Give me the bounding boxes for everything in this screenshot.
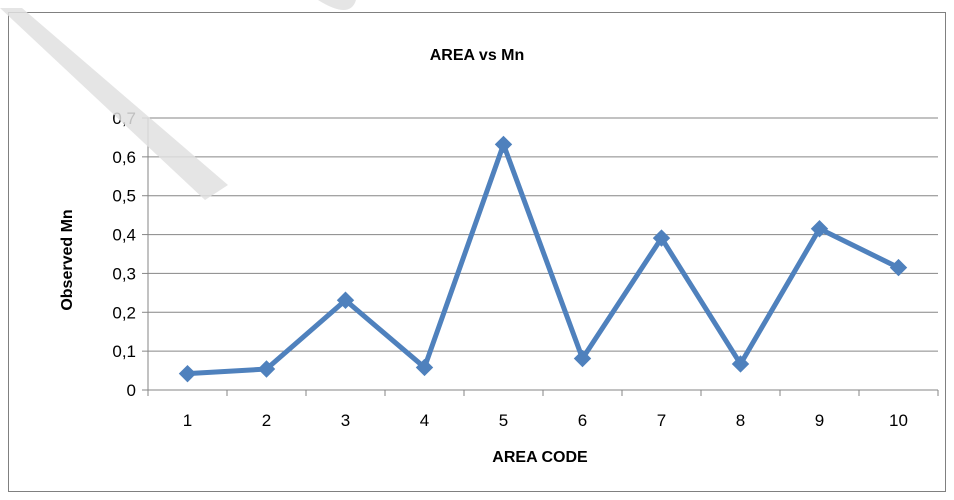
y-tick-label: 0,6 <box>112 148 136 167</box>
data-point-marker <box>257 360 276 378</box>
x-tick-label: 3 <box>341 411 350 430</box>
y-tick-label: 0,7 <box>112 109 136 128</box>
data-point-marker <box>178 364 197 383</box>
y-axis-title: Observed Mn <box>59 209 76 310</box>
y-tick-label: 0 <box>127 381 136 400</box>
data-point-marker <box>494 135 513 154</box>
data-point-marker <box>336 291 355 309</box>
data-point-marker <box>731 355 750 373</box>
x-tick-label: 10 <box>889 411 908 430</box>
x-tick-label: 9 <box>815 411 824 430</box>
chart-title: AREA vs Mn <box>430 47 525 64</box>
y-tick-label: 0,5 <box>112 187 136 206</box>
gridlines <box>148 117 938 352</box>
x-tick-label: 4 <box>420 411 429 430</box>
x-axis: 1 2 3 4 5 6 7 8 9 10 <box>147 389 939 430</box>
x-tick-label: 8 <box>736 411 745 430</box>
x-tick-label: 7 <box>657 411 666 430</box>
data-point-marker <box>415 358 434 377</box>
y-tick-label: 0,1 <box>112 342 136 361</box>
data-point-marker <box>810 220 829 238</box>
y-tick-label: 0,2 <box>112 303 136 322</box>
y-tick-label: 0,4 <box>112 226 136 245</box>
x-tick-label: 1 <box>183 411 192 430</box>
x-tick-label: 2 <box>262 411 271 430</box>
y-axis: 0 0,1 0,2 0,3 0,4 0,5 0,6 0,7 <box>112 109 149 400</box>
x-tick-label: 5 <box>499 411 508 430</box>
x-tick-label: 6 <box>578 411 587 430</box>
y-tick-label: 0,3 <box>112 264 136 283</box>
data-point-marker <box>889 258 908 277</box>
series-layer <box>178 135 908 383</box>
x-axis-title: AREA CODE <box>492 449 588 466</box>
data-point-marker <box>573 349 592 368</box>
series-line <box>185 141 901 377</box>
data-point-marker <box>652 229 671 247</box>
